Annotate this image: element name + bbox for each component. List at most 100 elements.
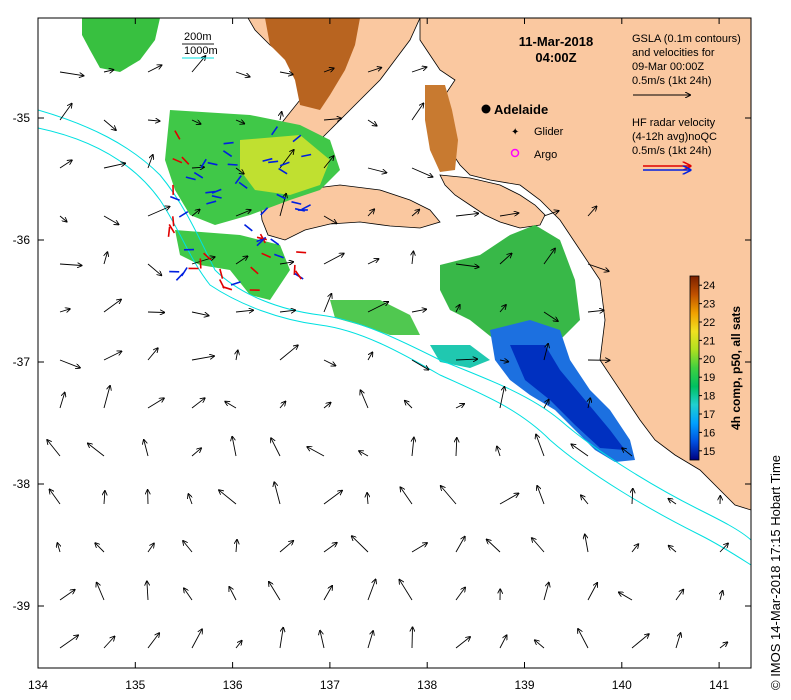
radar-arrow-red xyxy=(219,268,224,279)
radar-arrow-red xyxy=(250,266,259,275)
gsla-arrow xyxy=(47,440,61,457)
radar-note: HF radar velocity (4-12h avg)noQC 0.5m/s… xyxy=(632,117,717,170)
radar-arrow-blue xyxy=(243,223,253,232)
adelaide-label: Adelaide xyxy=(494,102,548,117)
gsla-arrow xyxy=(232,437,237,457)
gsla-arrow xyxy=(367,68,381,73)
gsla-arrow xyxy=(585,535,589,553)
radar-arrow-blue xyxy=(223,141,234,145)
gsla-arrow xyxy=(631,544,638,553)
gsla-arrow xyxy=(235,310,253,312)
gsla-arrow xyxy=(188,494,192,505)
gsla-arrow xyxy=(59,359,80,368)
gsla-arrow xyxy=(191,448,201,457)
sst-patch-gulf xyxy=(425,85,458,172)
radar-arrow-red xyxy=(256,236,267,241)
radar-note-line1: HF radar velocity xyxy=(632,117,716,129)
radar-arrow-red xyxy=(259,233,267,244)
land-mainland-east xyxy=(419,18,751,511)
gsla-arrow xyxy=(669,499,677,505)
gsla-arrow xyxy=(274,482,281,505)
gsla-arrow xyxy=(367,167,386,173)
gsla-arrow xyxy=(536,435,545,457)
gsla-arrow xyxy=(587,310,604,312)
copyright-text: © IMOS 14-Mar-2018 17:15 Hobart Time xyxy=(768,454,783,690)
radar-arrow-blue xyxy=(211,188,222,194)
gsla-arrow xyxy=(537,486,545,505)
gsla-arrow xyxy=(323,215,337,223)
gsla-arrow xyxy=(191,257,215,265)
gsla-arrow xyxy=(367,119,377,126)
gsla-arrow xyxy=(307,447,325,457)
gsla-note-line1: GSLA (0.1m contours) xyxy=(632,33,741,45)
gsla-arrow xyxy=(411,309,426,312)
gsla-arrow xyxy=(412,438,414,457)
gsla-arrow xyxy=(191,398,205,409)
gsla-arrow xyxy=(59,635,78,649)
gsla-arrow xyxy=(720,591,723,601)
gsla-arrow xyxy=(147,348,158,361)
sst-patch-spencer xyxy=(265,18,360,110)
gsla-arrow xyxy=(279,628,283,649)
colorbar-tick-label: 15 xyxy=(703,446,715,458)
gsla-arrow xyxy=(632,489,633,505)
depth-legend-200m: 200m xyxy=(184,31,212,43)
gsla-arrow xyxy=(104,252,107,265)
gsla-arrow xyxy=(441,486,457,505)
colorbar-title: 4h comp, p50, all sats xyxy=(729,306,743,430)
radar-note-line2: (4-12h avg)noQC xyxy=(632,131,717,143)
gsla-arrow xyxy=(411,210,419,217)
colorbar-tick-label: 24 xyxy=(703,280,715,292)
gsla-arrow xyxy=(323,156,334,169)
radar-note-line3: 0.5m/s (1kt 24h) xyxy=(632,145,711,157)
gsla-arrow xyxy=(631,634,649,649)
radar-arrow-blue xyxy=(260,207,269,216)
gsla-arrow xyxy=(147,120,160,121)
gsla-arrow xyxy=(622,448,633,457)
gsla-arrow xyxy=(279,345,298,361)
gsla-arrow xyxy=(235,167,244,174)
x-tick-label: 135 xyxy=(125,678,145,692)
radar-arrow-red xyxy=(222,285,233,291)
gsla-arrow xyxy=(59,71,84,76)
radar-arrow-blue xyxy=(178,211,189,218)
gsla-arrow xyxy=(103,119,116,130)
gsla-arrow xyxy=(581,495,589,505)
gsla-arrow xyxy=(455,404,464,409)
gsla-arrow xyxy=(279,541,293,553)
radar-arrow-blue xyxy=(294,207,305,212)
radar-arrow-blue xyxy=(206,200,217,205)
gsla-arrow xyxy=(323,359,335,366)
gsla-arrow xyxy=(184,588,193,601)
contour-1000m xyxy=(38,127,751,566)
gsla-arrow xyxy=(399,580,413,601)
gsla-arrow xyxy=(367,580,376,601)
gsla-arrow xyxy=(279,402,285,409)
land-kangaroo-island xyxy=(259,184,441,241)
gsla-arrow xyxy=(532,538,545,553)
gsla-arrow xyxy=(367,631,373,649)
gsla-note: GSLA (0.1m contours) and velocities for … xyxy=(632,33,741,95)
gsla-arrow xyxy=(103,70,113,72)
radar-arrow-blue xyxy=(200,158,207,169)
gsla-arrow xyxy=(323,68,334,72)
x-axis: 134 135 136 137 138 139 140 141 xyxy=(28,18,729,692)
gsla-arrow xyxy=(497,447,500,457)
gsla-arrow xyxy=(352,536,369,553)
radar-arrow-blue xyxy=(271,126,279,136)
gsla-arrow xyxy=(669,546,677,553)
y-tick-label: -35 xyxy=(13,111,31,125)
gsla-arrow xyxy=(455,537,465,553)
gsla-arrow xyxy=(103,215,119,224)
gsla-arrow xyxy=(719,543,728,553)
gsla-arrow xyxy=(147,263,161,275)
radar-arrow-blue xyxy=(193,171,204,179)
radar-arrow-blue xyxy=(227,163,238,166)
gsla-arrow xyxy=(147,155,153,169)
gsla-arrow xyxy=(103,351,121,361)
radar-arrow-blue xyxy=(270,238,280,246)
sst-patch-upwelling-core xyxy=(510,345,625,450)
radar-arrow-blue xyxy=(170,195,180,201)
gsla-arrow xyxy=(675,590,683,601)
colorbar-tick-label: 19 xyxy=(703,372,715,384)
